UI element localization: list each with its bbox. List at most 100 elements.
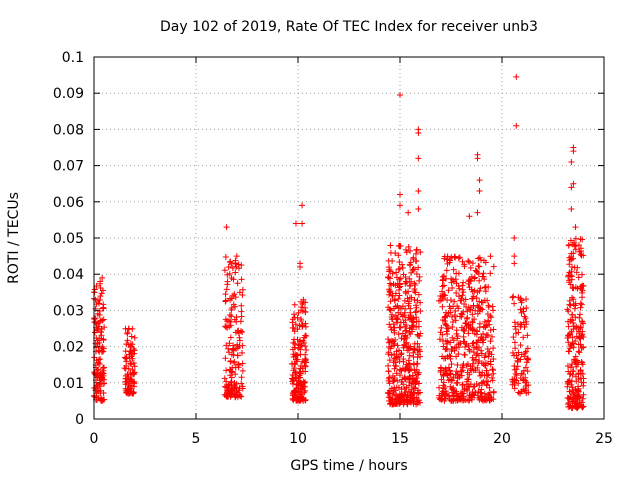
data-point xyxy=(227,334,234,341)
data-point xyxy=(452,390,459,397)
data-point xyxy=(222,254,229,261)
data-point xyxy=(465,257,472,264)
data-point xyxy=(293,374,300,381)
data-point xyxy=(221,375,228,382)
data-point xyxy=(289,316,296,323)
x-tick-label: 25 xyxy=(595,431,613,447)
data-point xyxy=(466,347,473,354)
data-point xyxy=(509,294,516,301)
data-point xyxy=(569,368,576,375)
data-point xyxy=(444,312,451,319)
data-point xyxy=(445,364,452,371)
data-point xyxy=(239,349,246,356)
data-point xyxy=(566,377,573,384)
data-point xyxy=(414,340,421,347)
data-point xyxy=(396,390,403,397)
data-point xyxy=(387,289,394,296)
data-point xyxy=(511,235,518,241)
data-point xyxy=(413,304,420,311)
x-tick-label: 0 xyxy=(90,431,99,447)
data-point xyxy=(579,236,586,243)
data-point xyxy=(233,263,240,270)
data-point xyxy=(415,206,422,213)
data-point xyxy=(393,384,400,391)
data-point xyxy=(412,302,419,309)
data-point xyxy=(405,382,412,389)
data-point xyxy=(392,359,399,366)
data-point xyxy=(298,396,305,403)
data-point xyxy=(478,347,485,354)
data-point xyxy=(395,347,402,354)
data-point xyxy=(441,255,448,262)
data-point xyxy=(438,376,445,383)
data-point xyxy=(234,344,241,351)
data-point xyxy=(575,389,582,396)
data-point xyxy=(443,256,450,263)
data-point xyxy=(565,339,572,346)
data-point xyxy=(479,397,486,404)
data-point xyxy=(524,368,531,375)
data-point xyxy=(405,209,412,216)
data-point xyxy=(123,358,130,365)
data-point xyxy=(575,274,582,281)
data-point xyxy=(477,389,484,396)
data-point xyxy=(386,380,393,387)
data-point xyxy=(565,242,572,249)
data-point xyxy=(234,328,241,335)
data-point xyxy=(454,333,461,340)
data-point xyxy=(485,317,492,324)
data-point xyxy=(406,294,413,301)
data-point xyxy=(564,334,571,341)
data-point xyxy=(228,313,235,320)
data-point xyxy=(466,259,473,266)
data-point xyxy=(445,287,452,294)
data-point xyxy=(471,274,478,281)
data-point xyxy=(511,379,518,386)
data-point xyxy=(397,92,403,99)
data-point xyxy=(405,302,412,309)
data-point xyxy=(511,319,518,326)
data-point xyxy=(129,366,136,373)
data-point xyxy=(92,371,99,378)
data-point xyxy=(481,354,488,361)
data-point xyxy=(489,366,496,373)
data-point xyxy=(401,341,408,348)
data-point xyxy=(444,346,451,353)
data-point xyxy=(228,304,235,311)
data-point xyxy=(570,296,577,303)
data-point xyxy=(472,307,479,314)
data-point xyxy=(128,361,135,368)
data-point xyxy=(477,372,484,379)
data-point xyxy=(401,375,408,382)
data-point xyxy=(389,292,396,299)
data-point xyxy=(416,273,423,280)
data-point xyxy=(397,319,404,326)
data-point xyxy=(93,320,100,327)
data-point xyxy=(480,330,487,337)
data-point xyxy=(446,368,453,375)
data-point xyxy=(465,383,472,390)
data-point xyxy=(440,272,447,279)
data-point xyxy=(473,294,480,301)
grid xyxy=(94,57,604,419)
data-point xyxy=(125,341,132,348)
data-point xyxy=(125,382,132,389)
data-point xyxy=(299,300,306,307)
data-point xyxy=(444,325,451,332)
data-point xyxy=(300,383,307,390)
data-point xyxy=(386,321,393,328)
data-point xyxy=(298,342,305,349)
data-point xyxy=(393,370,400,377)
data-point xyxy=(122,385,129,392)
data-point xyxy=(517,356,524,363)
data-point xyxy=(229,265,236,272)
data-point xyxy=(568,364,575,371)
data-point xyxy=(390,388,397,395)
data-point xyxy=(514,320,521,327)
data-point xyxy=(223,286,230,293)
data-point xyxy=(386,280,393,287)
data-point xyxy=(406,373,413,380)
data-point xyxy=(573,324,580,331)
data-point xyxy=(301,389,308,396)
data-point xyxy=(225,345,232,352)
